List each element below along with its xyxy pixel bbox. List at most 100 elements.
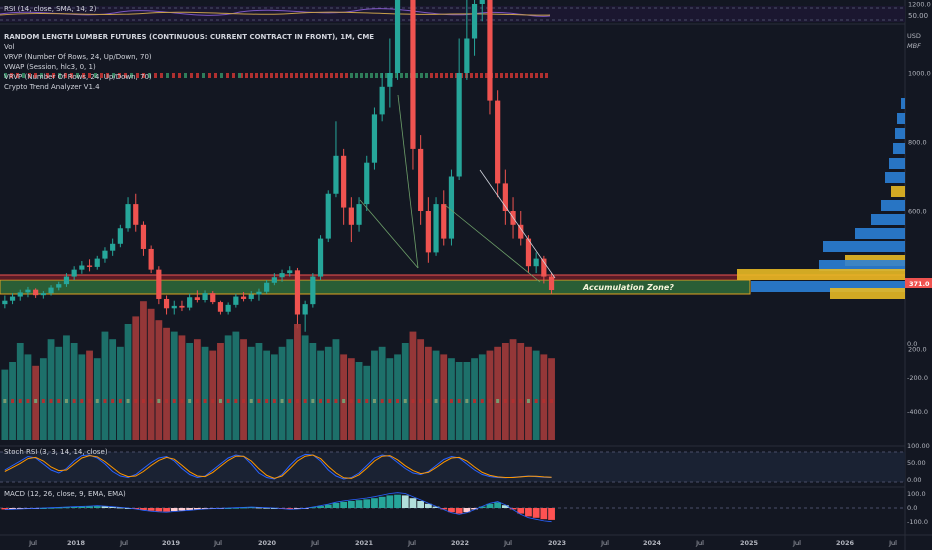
volume-marker [542, 399, 546, 403]
trend-dot [10, 73, 13, 78]
macd-bar [47, 507, 55, 509]
volume-marker [203, 399, 207, 403]
candle-body [187, 297, 193, 308]
volume-bar [224, 335, 232, 440]
vrvp-legend-2[interactable]: VRVP (Number Of Rows, 24, Up/Down, 70) [4, 73, 152, 81]
volume-bar [55, 346, 63, 440]
trend-dot [106, 73, 109, 78]
macd-bar [132, 508, 140, 509]
volume-marker [111, 399, 115, 403]
macd-tick: 0.0 [907, 504, 917, 512]
trend-dot [430, 73, 433, 78]
trend-dot [520, 73, 523, 78]
stoch-tick: 50.00 [907, 459, 926, 467]
candle-body [133, 204, 139, 225]
resistance-band [0, 275, 905, 280]
trend-dot [190, 73, 193, 78]
macd-tick: 100.0 [907, 490, 926, 498]
macd-bar [294, 508, 301, 509]
macd-bar [424, 503, 432, 508]
stoch-legend[interactable]: Stoch RSI (3, 3, 14, 14, close) [4, 448, 108, 456]
volume-profile-bar [855, 228, 905, 239]
trend-dot [530, 73, 533, 78]
macd-bar [432, 506, 440, 508]
macd-bar [355, 500, 363, 508]
trendline [359, 199, 419, 269]
candle-body [148, 248, 154, 270]
vwap-legend[interactable]: VWAP (Session, hlc3, 0, 1) [4, 63, 96, 71]
volume-profile-bar [895, 128, 905, 139]
candle-body [225, 304, 231, 312]
candle [110, 238, 116, 256]
candle [387, 38, 393, 108]
candle-body [79, 265, 85, 270]
candle [548, 273, 555, 294]
volume-bar [394, 354, 401, 440]
volume-profile-bar [819, 260, 905, 271]
time-tick: 2018 [67, 539, 86, 547]
volume-marker [149, 399, 153, 403]
macd-bar [140, 508, 147, 510]
volume-marker [195, 399, 199, 403]
trend-dot [260, 73, 263, 78]
trend-dot [420, 73, 423, 78]
candle-body [479, 0, 485, 4]
time-tick: 2019 [162, 539, 181, 547]
volume-marker [488, 399, 492, 403]
candle-body [63, 276, 70, 285]
volume-marker [295, 399, 299, 403]
volume-marker [242, 399, 246, 403]
volume-bar [209, 350, 217, 440]
volume-bar [478, 354, 486, 440]
volume-marker [288, 399, 292, 403]
volume-marker [526, 399, 530, 403]
macd-bar [501, 505, 509, 508]
rsi-legend[interactable]: RSI (14, close, SMA, 14, 2) [4, 5, 97, 13]
candle-body [448, 176, 455, 239]
macd-bar [163, 508, 170, 512]
vrvp-legend[interactable]: VRVP (Number Of Rows, 24, Up/Down, 70) [4, 53, 152, 61]
candle [279, 269, 285, 282]
macd-bar [109, 506, 117, 508]
price-tick: 1200.0 [908, 1, 931, 9]
volume-marker [280, 399, 284, 403]
macd-legend[interactable]: MACD (12, 26, close, 9, EMA, EMA) [4, 490, 126, 498]
macd-bar [116, 507, 124, 509]
last-price-text: 371.0 [909, 280, 930, 288]
macd-bar [78, 506, 86, 508]
trend-dot [545, 73, 548, 78]
volume-marker [534, 399, 538, 403]
macd-axis: 100.0 0.0 -100.0 [907, 490, 928, 526]
chart-title[interactable]: RANDOM LENGTH LUMBER FUTURES (CONTINUOUS… [4, 33, 375, 41]
candle [464, 0, 470, 80]
trend-dot [495, 73, 498, 78]
macd-bar [193, 508, 201, 510]
trend-dot [515, 73, 518, 78]
macd-bar [186, 508, 194, 510]
trend-dot [82, 73, 85, 78]
volume-marker [473, 399, 477, 403]
trend-dot [475, 73, 478, 78]
trend-dot [335, 73, 338, 78]
macd-bar [440, 508, 448, 510]
time-tick: Jul [695, 539, 704, 547]
candle-body [317, 238, 324, 277]
trend-dot [385, 73, 388, 78]
volume-bar [532, 350, 540, 440]
volume-marker [57, 399, 61, 403]
volume-bar [286, 339, 294, 440]
candle-body [240, 296, 247, 299]
candle [233, 293, 239, 308]
candle [441, 190, 447, 246]
trendline [397, 94, 419, 269]
candle-body [487, 0, 493, 101]
crypto-trend-legend[interactable]: Crypto Trend Analyzer V1.4 [4, 83, 100, 91]
volume-profile-bar [830, 288, 905, 299]
volume-bar [247, 346, 255, 440]
macd-bar [532, 508, 540, 518]
vol-legend[interactable]: Vol [4, 43, 15, 51]
volume-marker [434, 399, 438, 403]
time-tick: Jul [792, 539, 801, 547]
trend-dot [130, 73, 133, 78]
